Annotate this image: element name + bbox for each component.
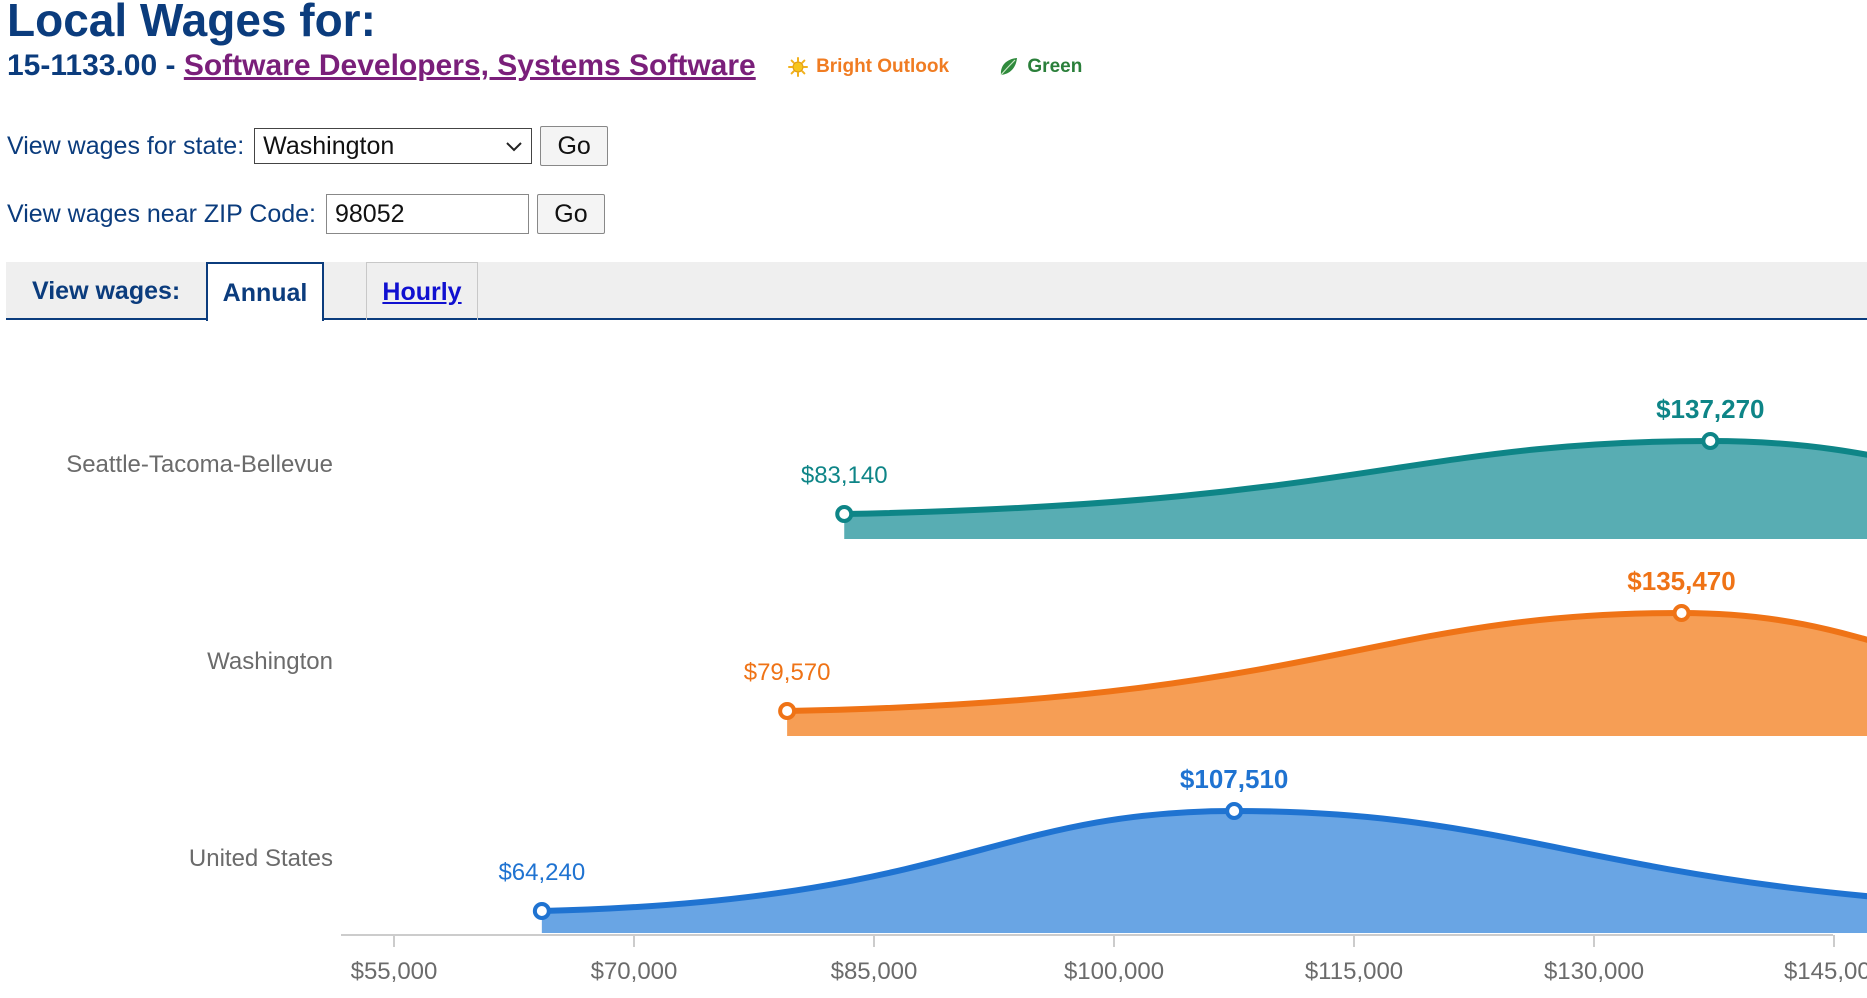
series-washington: $79,570$135,470$173,790Washington [207, 566, 1867, 736]
median-marker [1672, 604, 1691, 622]
state-select-value: Washington [263, 131, 395, 160]
view-wages-label: View wages: [32, 277, 181, 305]
zip-input[interactable] [325, 194, 529, 234]
zip-form: View wages near ZIP Code: Go [7, 194, 605, 234]
zip-go-button[interactable]: Go [536, 194, 605, 234]
x-tick-label: $130,000 [1544, 958, 1644, 985]
low-label: $79,570 [744, 659, 831, 686]
median-label: $137,270 [1656, 394, 1764, 424]
x-tick-label: $115,000 [1305, 958, 1403, 985]
zip-label: View wages near ZIP Code: [7, 199, 316, 228]
series-united-states: $64,240$107,510$164,590United States [189, 764, 1867, 933]
median-label: $107,510 [1180, 764, 1288, 794]
green-label: Green [1027, 56, 1083, 78]
wage-view-tabs: View wages: Annual Hourly [6, 262, 1867, 321]
median-marker [1225, 802, 1244, 820]
row-label: Washington [207, 648, 333, 675]
state-label: View wages for state: [7, 131, 245, 160]
low-marker [835, 505, 854, 523]
x-tick-label: $85,000 [831, 958, 918, 985]
median-label: $135,470 [1627, 566, 1735, 596]
series-line [787, 610, 1867, 714]
chevron-down-icon [506, 142, 522, 152]
tab-annual[interactable]: Annual [206, 262, 324, 321]
row-label: Seattle-Tacoma-Bellevue [66, 451, 333, 478]
state-select[interactable]: Washington [254, 128, 533, 164]
leaf-icon [1000, 58, 1018, 76]
bright-outlook-badge[interactable]: Bright Outlook [788, 49, 949, 85]
low-label: $64,240 [498, 859, 585, 886]
wage-distribution-chart: $83,140$137,270$175,620Seattle-Tacoma-Be… [66, 394, 1867, 985]
series-area [787, 613, 1867, 736]
low-label: $83,140 [801, 462, 888, 489]
occupation-heading: 15-1133.00 - Software Developers, System… [7, 48, 1082, 84]
series-seattle-tacoma-bellevue: $83,140$137,270$175,620Seattle-Tacoma-Be… [66, 394, 1867, 539]
occupation-link[interactable]: Software Developers, Systems Software [183, 49, 756, 82]
x-tick-label: $70,000 [591, 958, 678, 985]
x-tick-label: $145,000 [1784, 958, 1867, 985]
series-area [844, 441, 1867, 539]
median-marker [1701, 432, 1720, 450]
page-title: Local Wages for: [7, 0, 376, 46]
series-area [541, 811, 1867, 933]
state-go-button[interactable]: Go [540, 126, 609, 166]
bright-outlook-label: Bright Outlook [816, 56, 950, 78]
sun-icon [788, 57, 809, 78]
row-label: United States [189, 845, 333, 872]
green-badge[interactable]: Green [997, 49, 1082, 85]
series-line [541, 808, 1867, 914]
x-tick-label: $55,000 [351, 958, 438, 985]
low-marker [532, 902, 551, 920]
occupation-code: 15-1133.00 - [7, 49, 176, 82]
tab-hourly[interactable]: Hourly [366, 262, 478, 320]
x-tick-label: $100,000 [1064, 958, 1164, 985]
low-marker [778, 702, 797, 720]
series-line [844, 438, 1867, 517]
state-form: View wages for state: Washington Go [7, 126, 609, 166]
